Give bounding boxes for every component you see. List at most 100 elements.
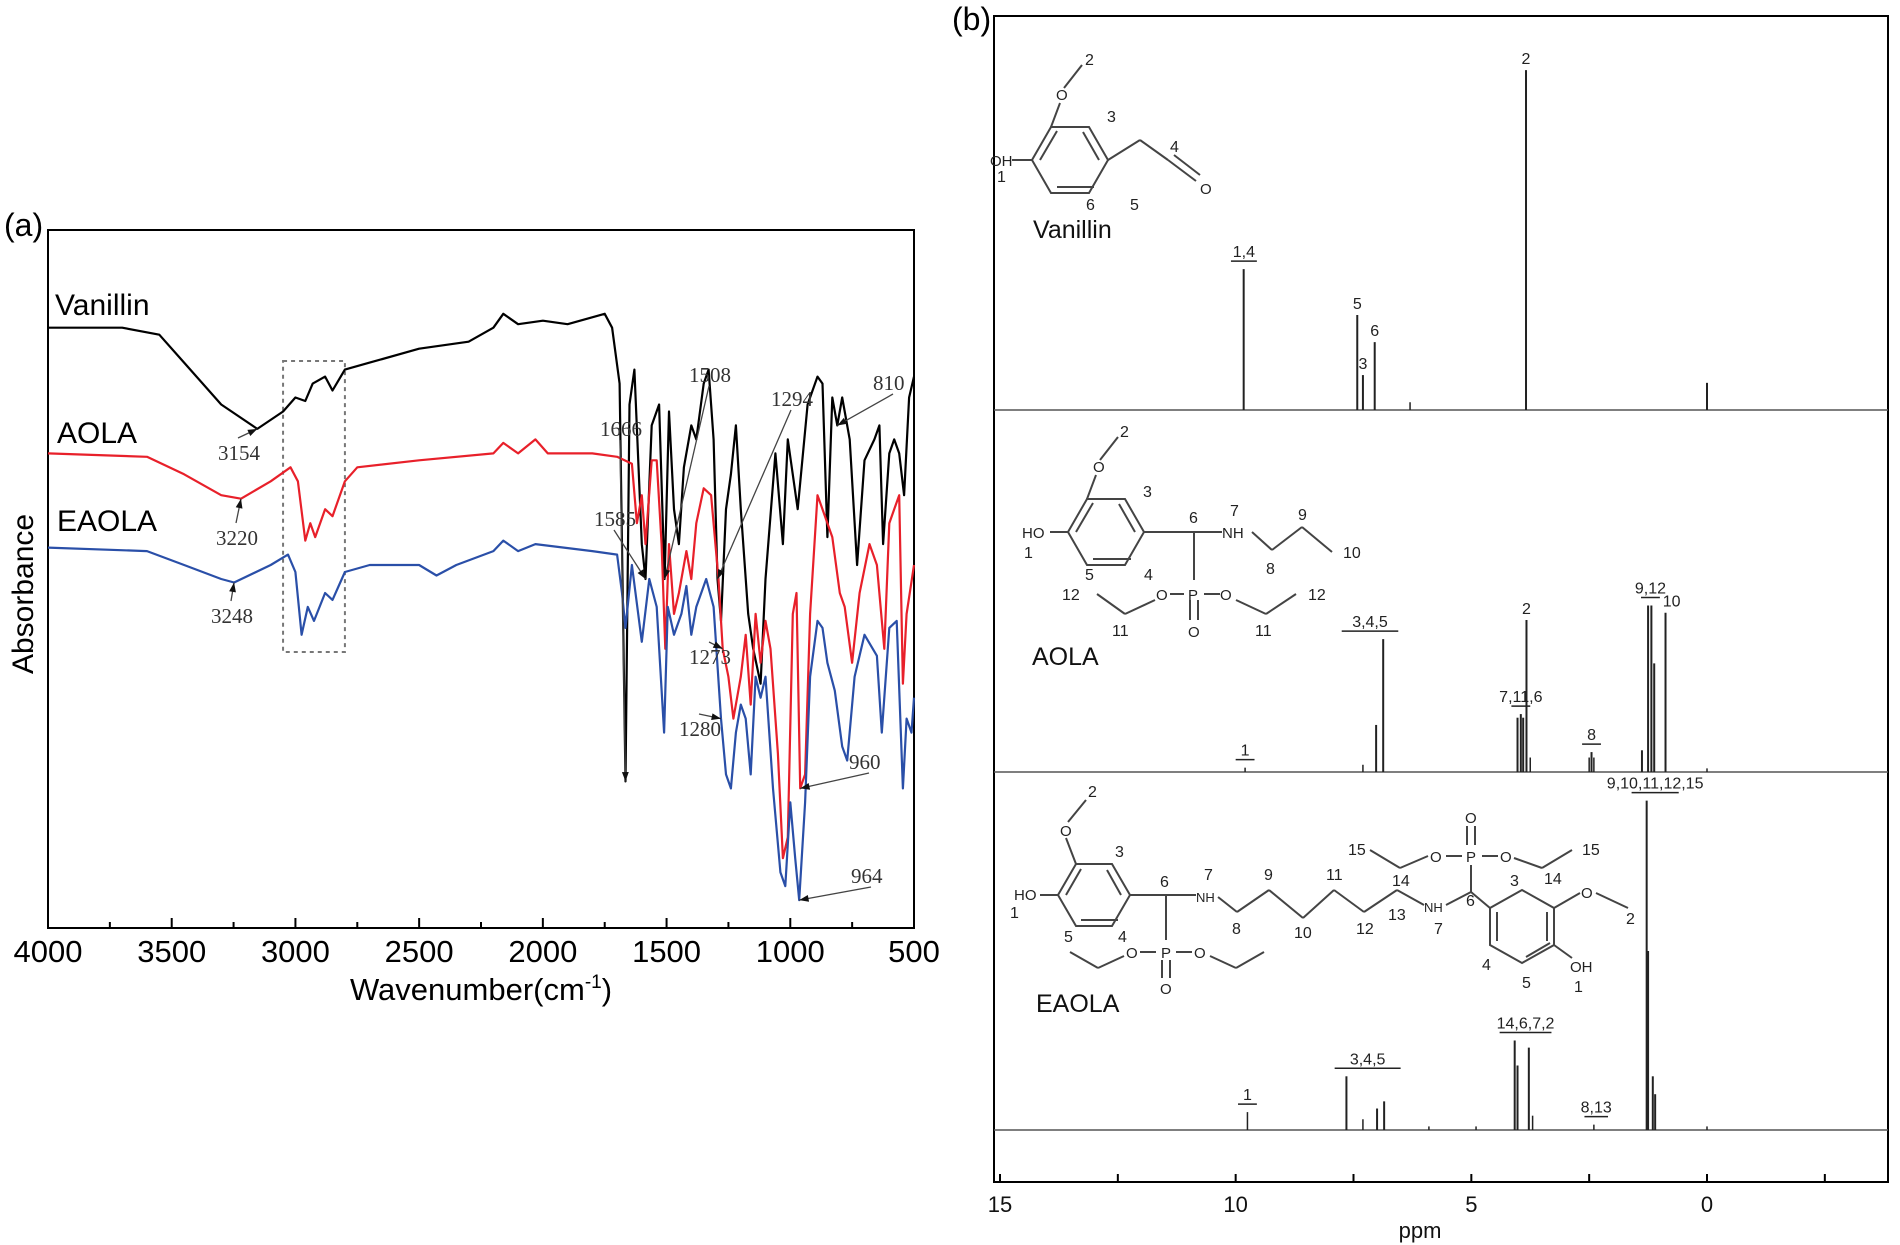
structure-label: OH: [990, 153, 1013, 170]
series-label-vanillin: Vanillin: [55, 289, 150, 322]
series-eaola: [47, 539, 916, 902]
annotation-arrow: [836, 393, 894, 427]
peak-annotation: 810: [873, 371, 905, 395]
peak-label: 3: [1358, 356, 1367, 373]
highlight-box: [282, 360, 346, 653]
structure-label: 4: [1118, 929, 1127, 946]
peak-annotation: 1508: [689, 363, 731, 387]
arrowhead-icon: [837, 417, 848, 426]
structure-label: O: [1093, 459, 1105, 476]
structure-label: P: [1466, 849, 1476, 866]
peak-group-label: 8: [1587, 727, 1596, 744]
structure-label: O: [1056, 87, 1068, 104]
peak-group-label: 1,4: [1233, 244, 1255, 261]
vanillin-structure: [1012, 64, 1201, 194]
structure-label: 10: [1343, 545, 1361, 562]
structure-label: 7: [1204, 867, 1213, 884]
x-tick-label: 500: [888, 934, 940, 969]
arrowhead-icon: [800, 783, 811, 790]
x-tick-label: 15: [988, 1192, 1012, 1217]
peak-label: 10: [1663, 594, 1681, 611]
arrowhead-icon: [711, 713, 722, 721]
x-tick-label: 1500: [632, 934, 701, 969]
structure-label: 15: [1582, 842, 1600, 859]
structure-label: O: [1060, 823, 1072, 840]
structure-label: 6: [1086, 197, 1095, 214]
structure-label: NH: [1196, 890, 1215, 905]
peak-label: 2: [1522, 51, 1531, 68]
nmr-spectra: [994, 70, 1888, 1131]
annotation-arrow: [613, 529, 647, 580]
x-tick-label: 0: [1701, 1192, 1713, 1217]
compound-name-aola: AOLA: [1032, 643, 1099, 671]
structure-label: 15: [1348, 842, 1366, 859]
nmr-peak-labels: 1,4536213,4,527,11,689,12109,10,11,12,15…: [1230, 51, 1704, 1118]
x-tick-label: 2000: [508, 934, 577, 969]
annotation-arrow: [716, 409, 792, 580]
peak-annotation: 3154: [218, 441, 261, 465]
series-label-aola: AOLA: [57, 417, 137, 450]
structure-label: P: [1161, 945, 1171, 962]
structure-label: 1: [1574, 979, 1583, 996]
series-label-eaola: EAOLA: [57, 505, 157, 538]
structure-label: 3: [1510, 873, 1519, 890]
structure-label: 6: [1189, 510, 1198, 527]
structure-label: 2: [1088, 784, 1097, 801]
structure-label: 7: [1434, 921, 1443, 938]
x-tick-label: 3000: [261, 934, 330, 969]
structure-label: 9: [1298, 507, 1307, 524]
structure-label: 3: [1107, 109, 1116, 126]
x-axis-label: Wavenumber(cm-1): [350, 972, 612, 1007]
structure-label: 5: [1130, 197, 1139, 214]
eaola-structure: [1040, 799, 1629, 978]
structure-label: HO: [1022, 525, 1045, 542]
x-tick-label: 10: [1223, 1192, 1247, 1217]
structure-label: 2: [1085, 52, 1094, 69]
x-tick-label: 4000: [14, 934, 83, 969]
x-tick-label: 3500: [137, 934, 206, 969]
structure-label: 14: [1392, 873, 1410, 890]
series-aola: [47, 438, 916, 860]
ftir-series: [47, 312, 916, 902]
structure-label: 4: [1170, 139, 1179, 156]
structure-label: OH: [1570, 959, 1593, 976]
structure-label: 1: [1024, 545, 1033, 562]
peak-annotation: 3220: [216, 526, 258, 550]
structure-label: 9: [1264, 867, 1273, 884]
structure-label: O: [1126, 945, 1138, 962]
arrowhead-icon: [663, 569, 671, 579]
structure-label: O: [1160, 981, 1172, 998]
arrowhead-icon: [229, 582, 236, 593]
peak-annotation: 1273: [689, 645, 731, 669]
structure-label: 1: [997, 169, 1006, 186]
panel-label-a: (a): [4, 207, 43, 243]
structure-label: 5: [1064, 929, 1073, 946]
peak-group-label: 3,4,5: [1352, 614, 1388, 631]
eaola-structure-labels: HO O NH NH P O O O O OH P O O O 2 3 1 5 …: [1010, 784, 1635, 1018]
structure-label: O: [1188, 624, 1200, 641]
structure-label: 10: [1294, 925, 1312, 942]
x-axis-ticks-nmr: 15 10 5 0: [988, 1174, 1826, 1217]
structure-label: 4: [1482, 957, 1491, 974]
structure-label: O: [1465, 810, 1477, 827]
structure-label: O: [1220, 587, 1232, 604]
peak-group-label: 1: [1243, 1087, 1252, 1104]
structure-label: O: [1581, 885, 1593, 902]
panel-label-b: (b): [952, 1, 991, 37]
peak-group-label: 8,13: [1581, 1100, 1612, 1117]
nmr-chart: 15 10 5 0 1,4536213,4,527,11,689,12109,10,1…: [988, 15, 1889, 1243]
series-vanillin: [48, 312, 916, 783]
structure-label: 11: [1255, 623, 1272, 640]
peak-group-label: 9,10,11,12,15: [1607, 776, 1704, 793]
structure-label: 1: [1010, 905, 1019, 922]
nmr-plot-frame: [993, 15, 1889, 1183]
peak-annotation: 1294: [771, 387, 814, 411]
peak-group-label: 1: [1241, 743, 1250, 760]
structure-label: HO: [1014, 887, 1037, 904]
structure-label: 4: [1144, 567, 1153, 584]
peak-annotation: 3248: [211, 604, 253, 628]
peak-annotation: 1585: [594, 507, 636, 531]
ftir-chart: 4000 3500 3000 2500 2000 1500 1000 500 3154 3220…: [7, 229, 940, 1007]
structure-label: 12: [1356, 921, 1374, 938]
structure-label: 13: [1388, 907, 1406, 924]
